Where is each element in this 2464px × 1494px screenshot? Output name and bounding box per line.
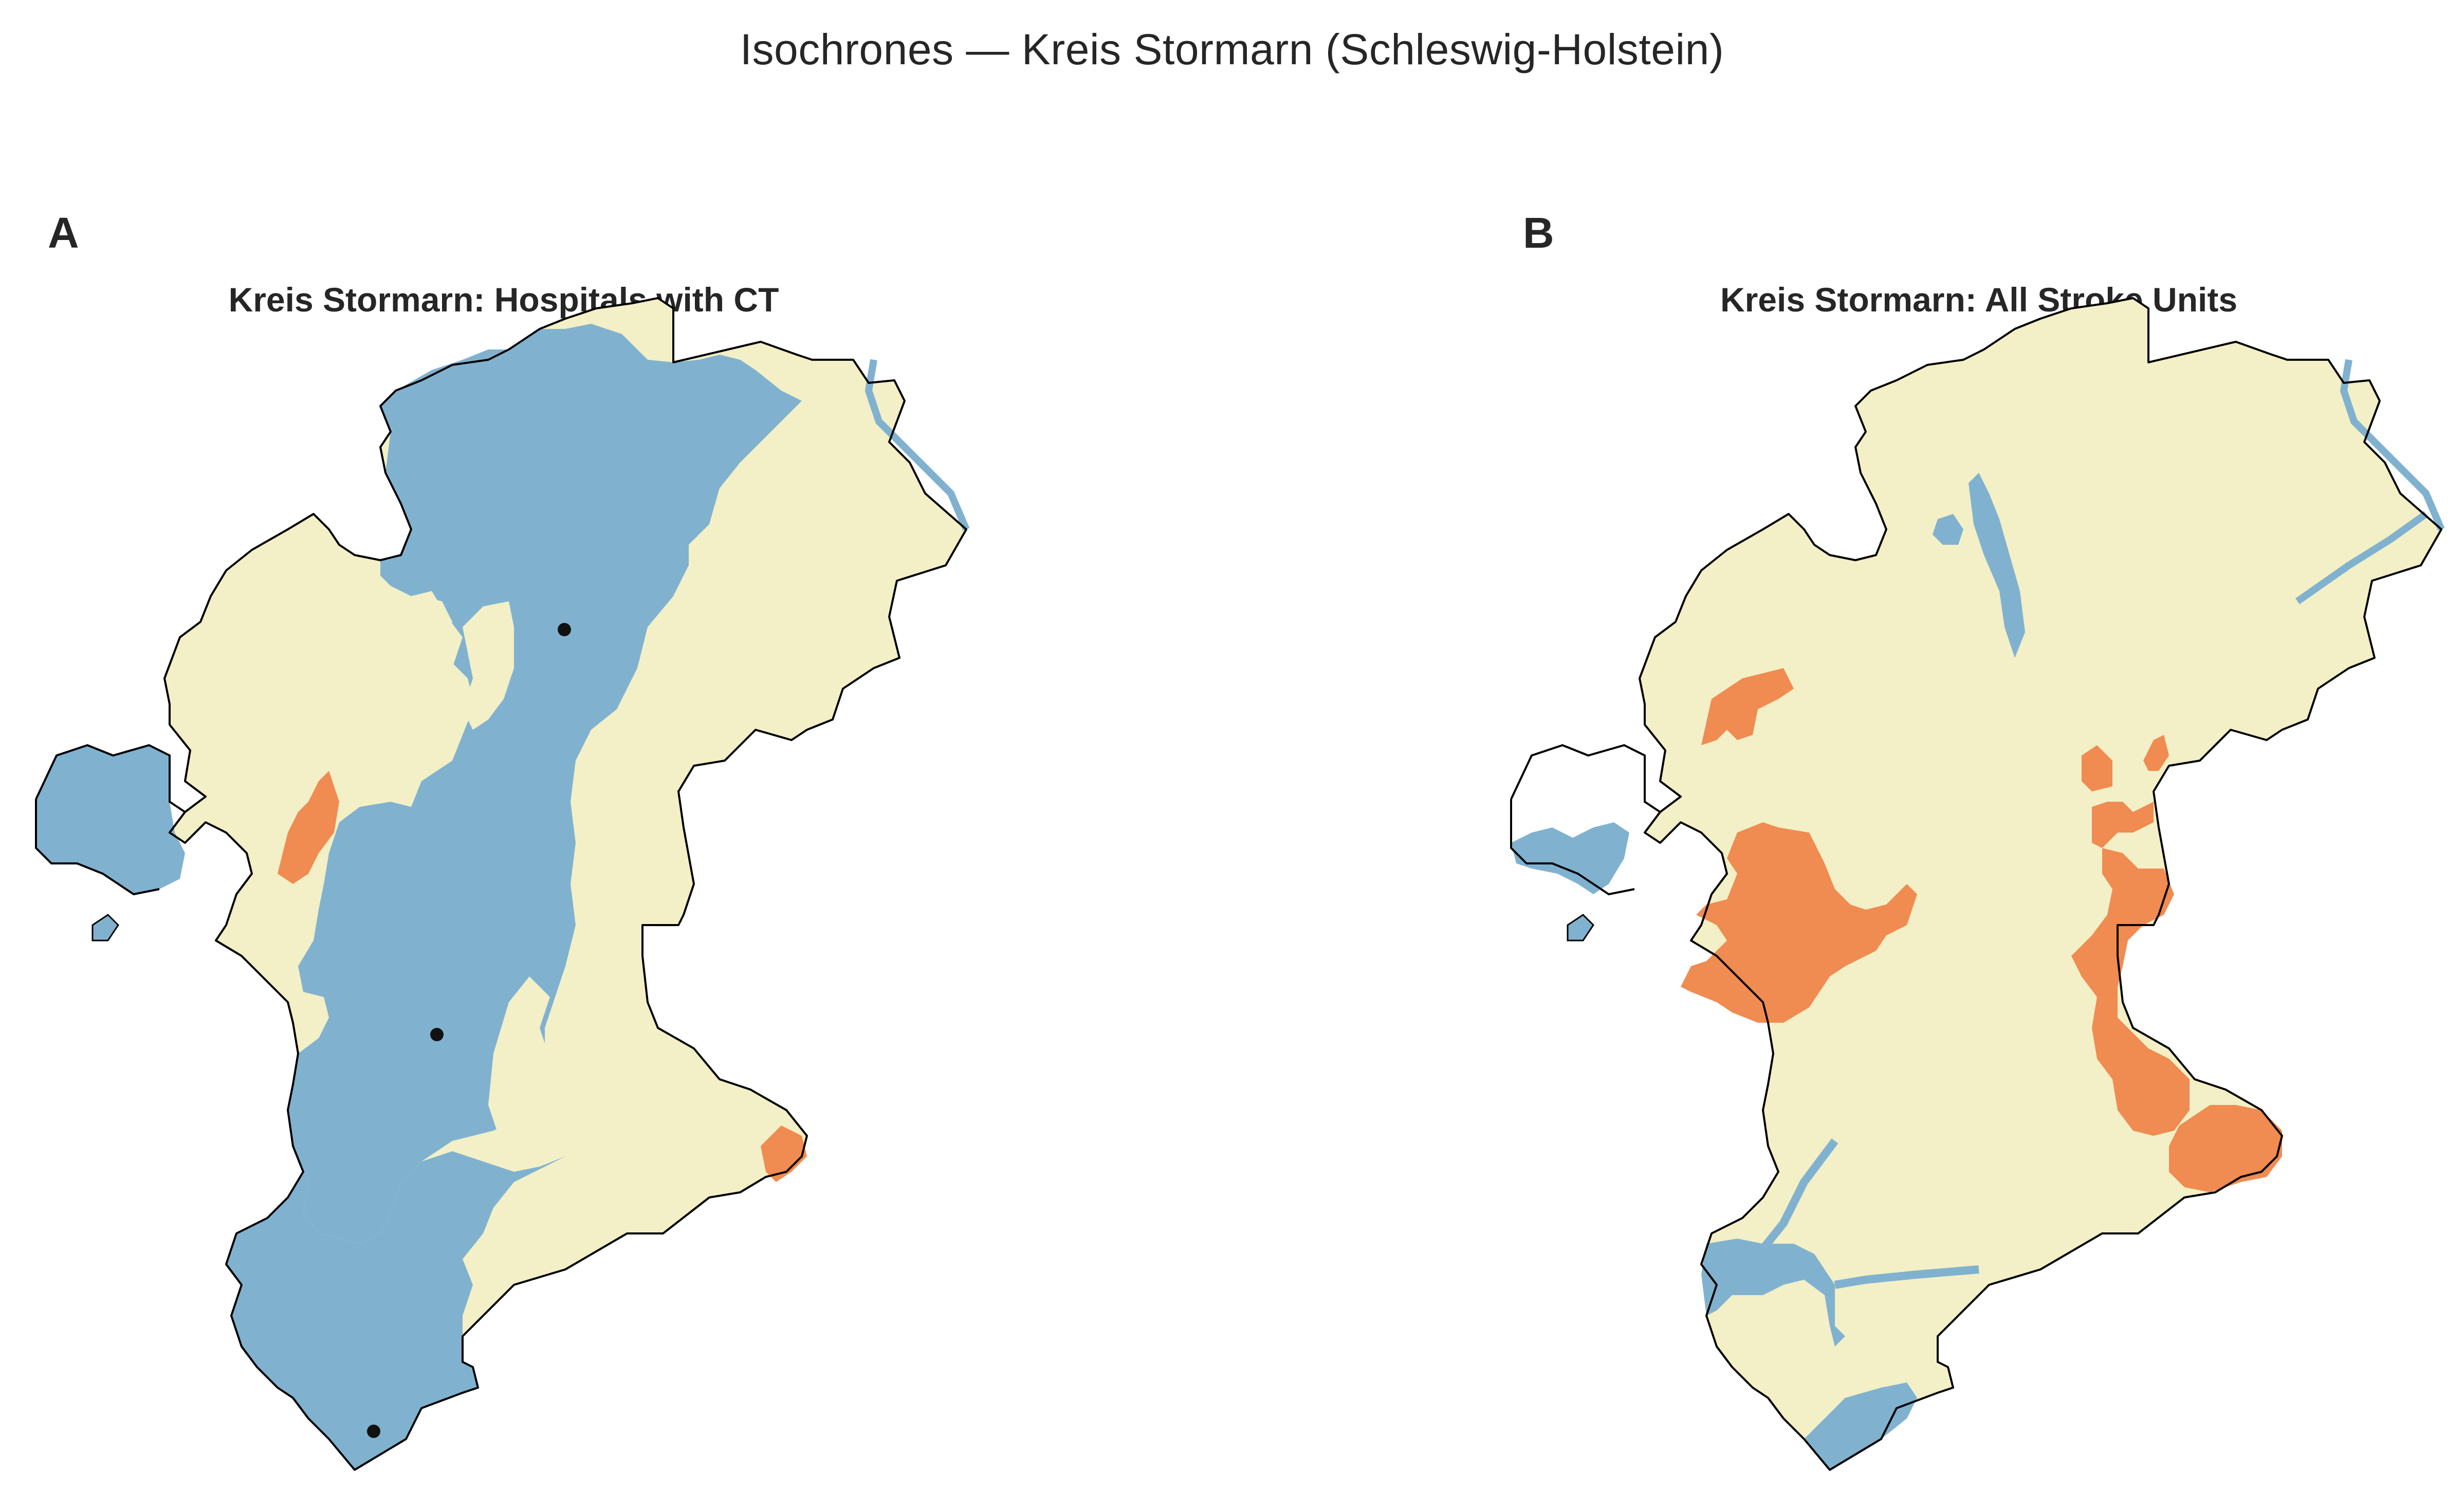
panel-b-reachable-south-channel [1759,1138,1979,1289]
panel-a-map [35,297,970,1471]
panel-b-unreachable-west [1681,822,1917,1023]
panel-b-letter: B [1523,209,1554,257]
panel-a-letter: A [48,209,79,257]
panel-a-reachable-south [226,1151,565,1470]
panel-a-stream [865,359,970,531]
panel-a-title: Kreis Stormarn: Hospitals with CT [228,281,779,319]
panel-b-map [1510,297,2445,1471]
panel-a-partial-hole-1 [391,596,473,745]
panel-a-partial-east [673,391,935,612]
panel-a-reachable-area [288,324,802,1244]
panel-b-west-outline [1510,744,1661,896]
panel-a-reachable-west [36,745,185,894]
panel-b-islet [1567,914,1594,942]
panel-b-reachable-west [1511,822,1629,894]
panel-b-unreachable-east-2 [2071,848,2190,1136]
panel-a-partial-hole-2 [463,601,514,730]
panel-b-unreachable-centre [2082,745,2112,791]
panel-b-reachable-south [1701,1239,1845,1347]
figure-title: Isochrones — Kreis Stormarn (Schleswig-H… [740,25,1724,73]
panel-b-unreachable-east-1 [2092,802,2154,848]
panel-a-islet [91,914,119,942]
panel-b-reachable-north [1969,473,2025,658]
panel-a-hospital-marker [430,1028,444,1041]
panel-a-west-outline [35,744,186,896]
panel-a-unreachable-east [761,1126,807,1182]
panel-a-partial-hole-3 [488,976,560,1151]
panel-b-unreachable-nw [1701,668,1794,745]
panel-b-reachable-north-2 [1933,514,1963,545]
panel-a-unreachable-west [278,771,339,884]
panel-b-unreachable-ne [2143,735,2169,771]
panel-a-hospital-marker [367,1425,380,1438]
panel-b-stream-2 [2295,511,2429,604]
panel-b-reachable-south-tip [1804,1382,1917,1470]
panel-b-title: Kreis Stormarn: All Stroke Units [1720,281,2238,319]
panel-b-stream [2340,359,2445,531]
panel-b-unreachable-se [2169,1105,2282,1192]
panel-a-hospital-marker [558,623,571,636]
